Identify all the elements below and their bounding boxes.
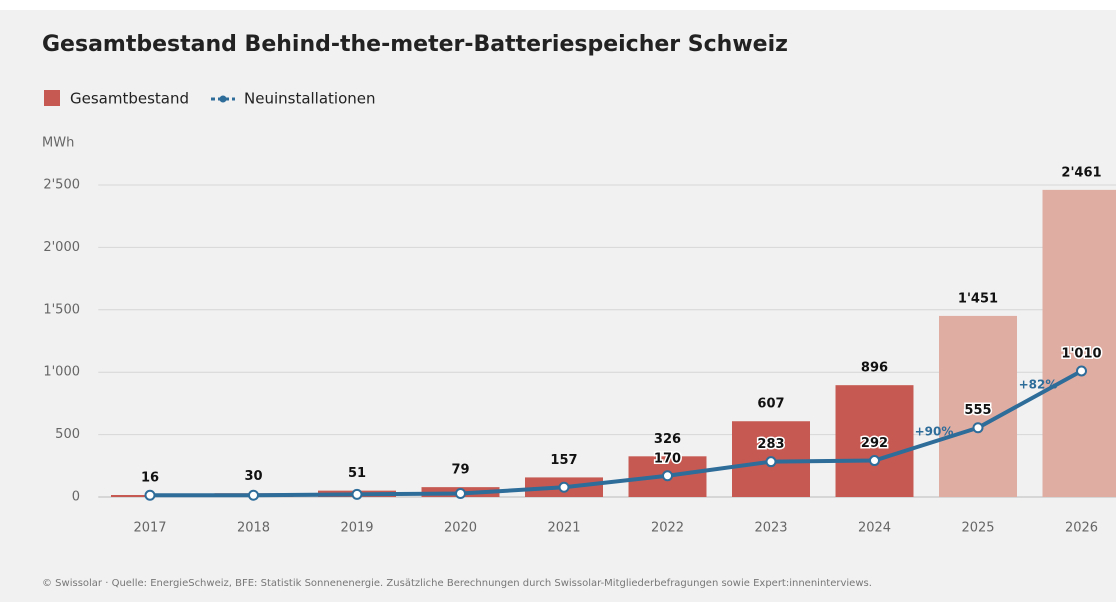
y-axis-label: MWh	[42, 136, 74, 151]
legend-dot	[219, 95, 227, 103]
legend-label: Gesamtbestand	[70, 90, 189, 108]
x-tick-label: 2022	[651, 521, 684, 536]
source-note: © Swissolar · Quelle: EnergieSchweiz, BF…	[42, 578, 872, 589]
x-tick-label: 2017	[133, 521, 166, 536]
line-point	[558, 481, 570, 493]
line-value-label: 1'010	[1061, 346, 1101, 361]
y-tick-label: 1'000	[43, 365, 80, 380]
bar-value-label: 79	[451, 463, 469, 478]
line	[150, 369, 1083, 498]
x-tick-label: 2025	[961, 521, 994, 536]
bar-value-label: 16	[141, 471, 159, 486]
legend-label: Neuinstallationen	[244, 90, 376, 108]
line-value-label: 292	[861, 436, 888, 451]
bar	[1042, 189, 1116, 498]
line-point	[869, 455, 880, 467]
bar-value-label: 607	[757, 397, 784, 412]
line-value-label: 170	[654, 451, 681, 466]
bar-value-label: 157	[550, 453, 577, 468]
y-tick-label: 2'000	[43, 240, 80, 255]
panel	[0, 10, 1116, 602]
bar-value-label: 30	[244, 469, 262, 484]
annotation: +90%	[915, 425, 954, 439]
line-point	[1076, 365, 1087, 377]
bar-value-label: 326	[654, 432, 681, 447]
y-tick-label: 1'500	[43, 302, 80, 317]
line-point	[455, 488, 466, 500]
y-tick-label: 2'500	[43, 178, 80, 193]
x-tick-label: 2026	[1065, 521, 1098, 536]
line-point	[248, 489, 259, 501]
y-tick-label: 0	[72, 490, 80, 505]
chart-title: Gesamtbestand Behind-the-meter-Batteries…	[42, 32, 788, 57]
line-point	[351, 488, 363, 500]
bar	[835, 385, 914, 497]
line-point	[765, 456, 777, 468]
x-tick-label: 2019	[340, 521, 373, 536]
bar-value-label: 2'461	[1061, 165, 1101, 180]
x-tick-label: 2021	[547, 521, 580, 536]
x-tick-label: 2018	[237, 521, 270, 536]
x-tick-label: 2023	[754, 521, 787, 536]
annotation: +82%	[1019, 378, 1058, 392]
bar-value-label: 896	[861, 361, 888, 376]
line-value-label: 555	[964, 403, 991, 418]
bar-value-label: 1'451	[958, 291, 998, 306]
x-tick-label: 2020	[444, 521, 477, 536]
y-tick-label: 500	[55, 427, 80, 442]
line-value-label: 283	[757, 437, 784, 452]
line-point	[662, 470, 673, 482]
bar	[939, 315, 1017, 497]
line-point	[144, 489, 156, 501]
line-point	[972, 422, 984, 434]
x-tick-label: 2024	[858, 521, 891, 536]
bar-value-label: 51	[348, 466, 366, 481]
legend-swatch	[44, 90, 60, 106]
